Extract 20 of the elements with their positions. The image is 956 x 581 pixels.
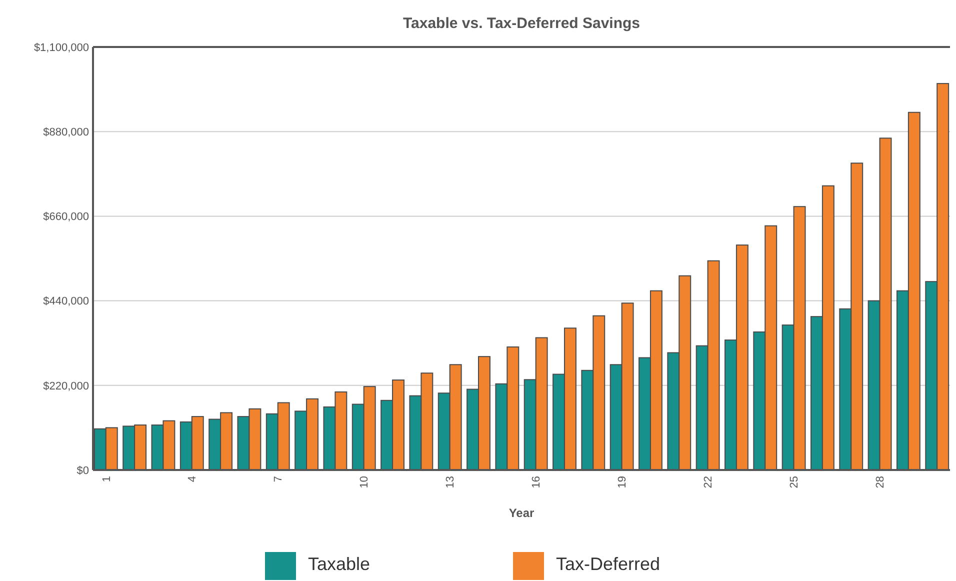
y-tick-label: $880,000 — [43, 126, 89, 138]
legend-label: Taxable — [308, 554, 370, 574]
x-tick-label: 4 — [186, 476, 199, 482]
x-tick-label: 22 — [702, 476, 715, 488]
y-tick-label: $440,000 — [43, 296, 89, 308]
x-axis-title: Year — [508, 506, 535, 520]
y-tick-label: $0 — [76, 464, 89, 477]
y-tick-label: $1,100,000 — [34, 42, 89, 54]
x-tick-label: 13 — [444, 476, 457, 488]
x-tick-label: 1 — [100, 476, 113, 482]
x-tick-label: 7 — [272, 476, 285, 482]
legend-label: Tax-Deferred — [556, 554, 660, 574]
x-tick-label: 10 — [358, 476, 371, 488]
chart-title: Taxable vs. Tax-Deferred Savings — [402, 15, 640, 32]
y-tick-label: $220,000 — [43, 380, 89, 392]
x-tick-label: 28 — [874, 476, 887, 488]
x-tick-label: 16 — [530, 476, 543, 488]
x-tick-label: 25 — [788, 476, 801, 488]
x-tick-label: 19 — [616, 476, 629, 488]
y-tick-label: $660,000 — [43, 211, 89, 224]
